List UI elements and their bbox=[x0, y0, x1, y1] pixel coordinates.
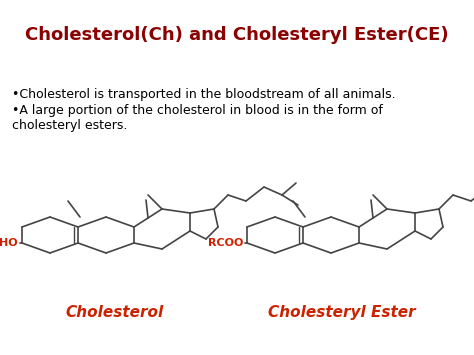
Text: Cholesteryl Ester: Cholesteryl Ester bbox=[268, 305, 416, 320]
Text: •A large portion of the cholesterol in blood is in the form of
cholesteryl ester: •A large portion of the cholesterol in b… bbox=[12, 104, 383, 132]
Text: HO: HO bbox=[0, 238, 18, 248]
Text: Cholesterol: Cholesterol bbox=[66, 305, 164, 320]
Text: Cholesterol(Ch) and Cholesteryl Ester(CE): Cholesterol(Ch) and Cholesteryl Ester(CE… bbox=[25, 26, 449, 44]
Text: RCOO: RCOO bbox=[208, 238, 243, 248]
Text: •Cholesterol is transported in the bloodstream of all animals.: •Cholesterol is transported in the blood… bbox=[12, 88, 396, 101]
